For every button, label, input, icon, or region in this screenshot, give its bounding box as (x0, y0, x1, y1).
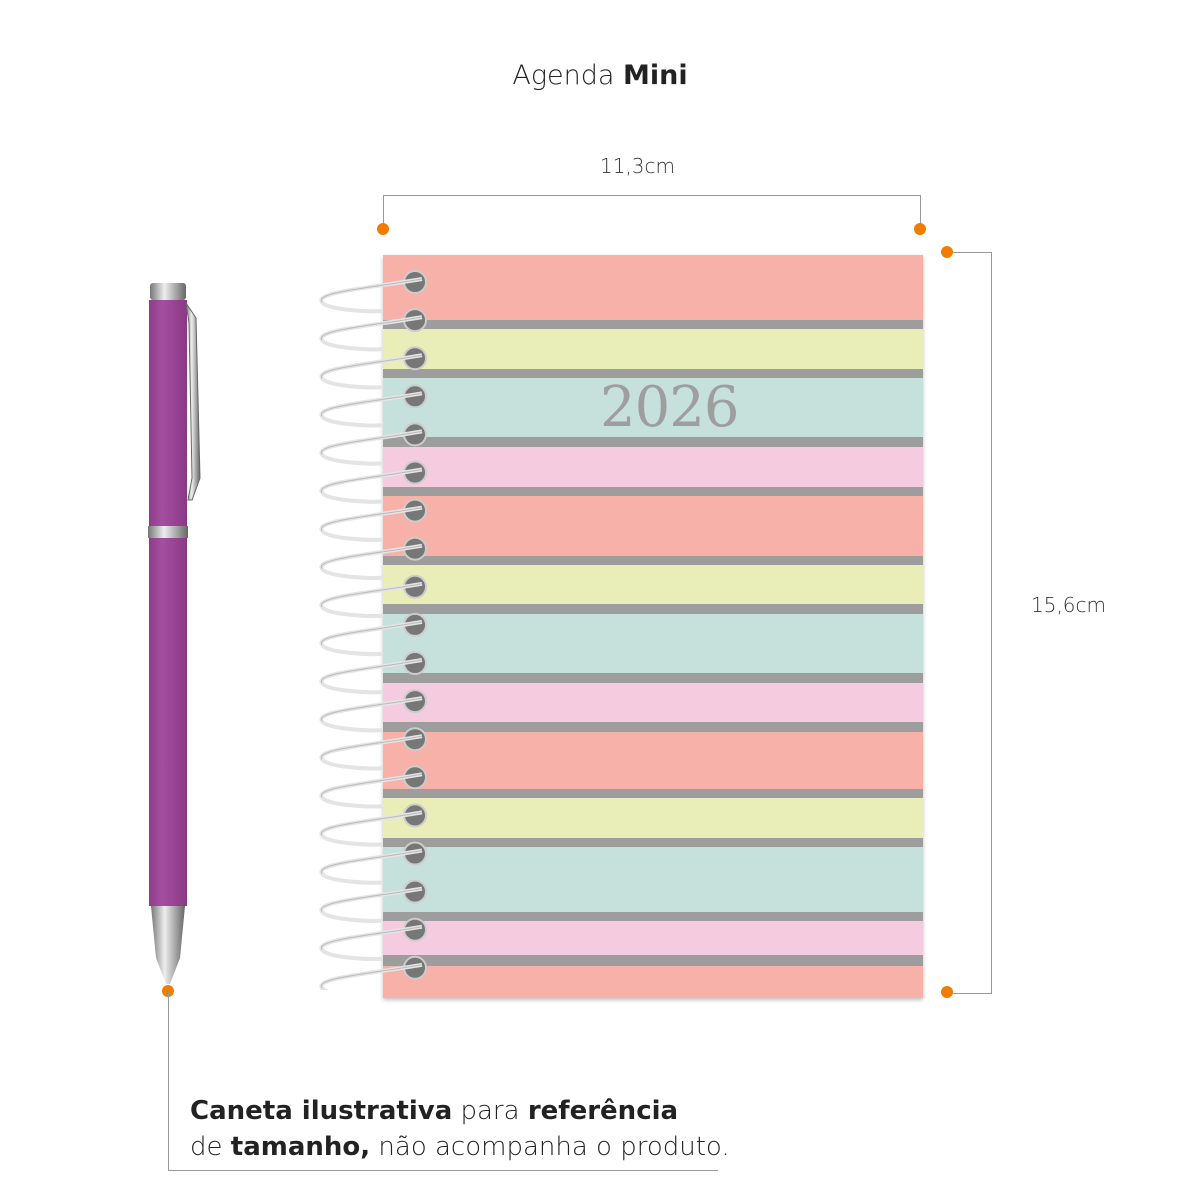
pen-cap (149, 300, 187, 526)
spiral-ring (319, 574, 427, 619)
width-line (383, 195, 921, 196)
cover-stripe-pink (383, 921, 923, 955)
height-label: 15,6cm (1031, 593, 1107, 617)
height-tick-top (947, 252, 992, 253)
spiral-ring (319, 841, 427, 885)
note-bold: referência (527, 1096, 679, 1126)
cover-stripe-gray (383, 789, 923, 798)
width-marker-right (914, 223, 926, 235)
height-tick-bottom (947, 993, 992, 994)
cover-stripe-gray (383, 673, 923, 683)
pen-illustration (148, 283, 201, 984)
cover-stripe-yellow (383, 329, 923, 369)
cover-stripe-gray (383, 604, 923, 614)
spiral-ring (319, 308, 427, 352)
title-light: Agenda (512, 60, 615, 91)
cover-stripe-teal (383, 378, 923, 437)
cover-stripe-salmon (383, 255, 923, 320)
cover-stripe-gray (383, 320, 923, 329)
cover-stripe-gray (383, 912, 923, 921)
cover-stripe-yellow (383, 565, 923, 604)
cover-stripe-gray (383, 437, 923, 447)
spiral-ring (319, 270, 427, 314)
cover-stripe-salmon (383, 496, 923, 556)
note-bold: Caneta ilustrativa (190, 1096, 453, 1126)
note-underline (168, 1170, 718, 1171)
height-marker-top (941, 246, 953, 258)
cover-stripe-salmon (383, 966, 923, 998)
pen-tip (151, 906, 185, 984)
spiral-ring (319, 460, 427, 504)
cover-stripe-pink (383, 447, 923, 487)
cover-stripe-pink (383, 683, 923, 722)
cover-stripe-gray (383, 556, 923, 565)
cover-stripe-teal (383, 614, 923, 673)
title-bold: Mini (623, 60, 688, 91)
pen-barrel (149, 538, 187, 906)
spiral-ring (319, 689, 427, 733)
height-line (991, 252, 992, 994)
spiral-ring (319, 917, 427, 961)
note-text: de (190, 1132, 231, 1162)
note-bold: tamanho, (230, 1132, 371, 1162)
spiral-ring (319, 651, 427, 695)
pen-clip (185, 302, 201, 501)
cover-stripe-gray (383, 838, 923, 847)
spiral-ring (319, 346, 427, 390)
spiral-ring (319, 803, 427, 847)
cover-stripe-gray (383, 369, 923, 378)
width-tick-left (383, 195, 384, 225)
spiral-ring (319, 536, 427, 580)
cover-stripe-gray (383, 955, 923, 966)
pen-callout-line (168, 991, 169, 1171)
width-label: 11,3cm (600, 154, 676, 178)
spiral-ring (319, 955, 427, 990)
note-text: para (452, 1096, 528, 1126)
spiral-ring (319, 498, 427, 542)
width-tick-right (920, 195, 921, 225)
agenda-cover (383, 255, 923, 998)
spiral-ring (319, 727, 427, 771)
pen-ring (148, 526, 188, 538)
spiral-ring (319, 422, 427, 466)
cover-year: 2026 (600, 375, 740, 440)
cover-stripe-gray (383, 722, 923, 732)
height-marker-bottom (941, 986, 953, 998)
cover-stripe-yellow (383, 798, 923, 838)
cover-stripe-salmon (383, 732, 923, 789)
spiral-ring (319, 879, 427, 923)
note-text: não acompanha o produto. (370, 1132, 730, 1162)
spiral-ring (319, 384, 427, 428)
spiral-ring (319, 765, 427, 809)
spiral-ring (319, 612, 427, 657)
pen-cap-top (150, 283, 186, 300)
cover-stripe-teal (383, 847, 923, 912)
cover-stripe-gray (383, 487, 923, 496)
spiral-binding (319, 270, 427, 990)
disclaimer-note: Caneta ilustrativa para referência de ta… (190, 1093, 730, 1165)
width-marker-left (377, 223, 389, 235)
page-title: Agenda Mini (0, 60, 1200, 91)
